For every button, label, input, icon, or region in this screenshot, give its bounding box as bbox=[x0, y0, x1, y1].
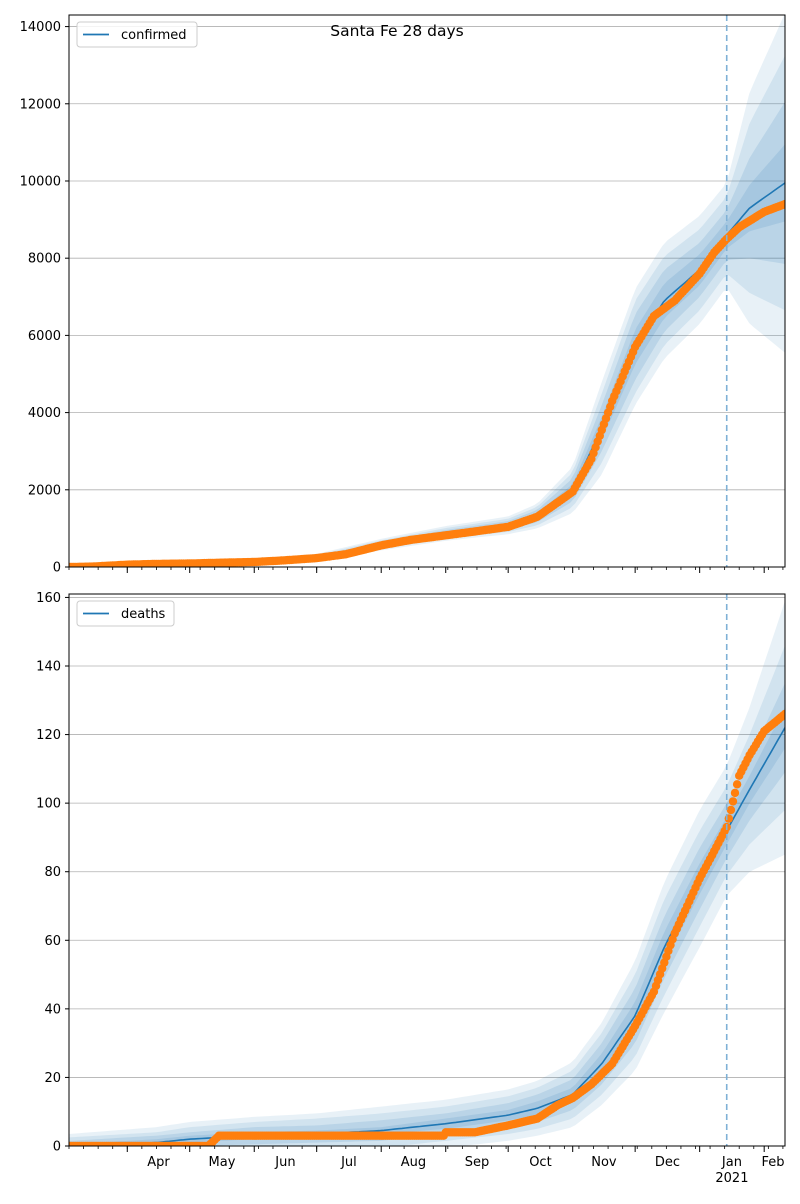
deaths-observed-point bbox=[726, 805, 736, 815]
deaths-observed-points bbox=[69, 709, 785, 1146]
confirmed-ytick-label: 14000 bbox=[20, 20, 61, 35]
xtick-label: Nov bbox=[591, 1155, 617, 1170]
confirmed-axes-frame bbox=[68, 14, 786, 568]
xtick-label: Sep bbox=[465, 1155, 490, 1170]
deaths-observed-point bbox=[730, 788, 740, 798]
confirmed-ytick-label: 4000 bbox=[28, 406, 61, 421]
deaths-ytick-label: 20 bbox=[44, 1071, 61, 1086]
deaths-panel: 0 20 40 60 80 100 120 140 160 Apr May Jun Jul Aug Sep O… bbox=[36, 591, 786, 1186]
xtick-label: Aug bbox=[401, 1155, 426, 1170]
deaths-observed-point bbox=[780, 709, 785, 719]
xtick-label: Oct bbox=[529, 1155, 551, 1170]
deaths-legend-label: deaths bbox=[121, 607, 166, 622]
deaths-ytick-label: 60 bbox=[44, 934, 61, 949]
xtick-label: Jul bbox=[340, 1155, 357, 1170]
confirmed-panel: 0 2000 4000 6000 8000 10000 12000 14000 confirme… bbox=[20, 14, 786, 576]
deaths-ytick-label: 120 bbox=[36, 728, 61, 743]
xtick-label: Dec bbox=[655, 1155, 680, 1170]
year-label: 2021 bbox=[715, 1171, 748, 1186]
confirmed-observed-points bbox=[69, 199, 785, 567]
confirmed-observed-point bbox=[780, 199, 785, 209]
confirmed-band-3 bbox=[69, 55, 785, 567]
deaths-ytick-label: 0 bbox=[53, 1140, 61, 1155]
confirmed-ytick-label: 6000 bbox=[28, 329, 61, 344]
deaths-observed-point bbox=[728, 797, 738, 806]
confirmed-ytick-label: 8000 bbox=[28, 252, 61, 267]
deaths-ytick-label: 40 bbox=[44, 1002, 61, 1017]
xtick-label: Jun bbox=[274, 1155, 295, 1170]
deaths-legend-box bbox=[76, 600, 175, 627]
confirmed-ytick-label: 12000 bbox=[20, 97, 61, 112]
deaths-ytick-label: 160 bbox=[36, 591, 61, 606]
xtick-label: Feb bbox=[761, 1155, 784, 1170]
confirmed-band-4 bbox=[69, 15, 785, 567]
confirmed-band-1 bbox=[69, 144, 785, 567]
confirmed-grid bbox=[69, 26, 785, 568]
xtick-label: Jan bbox=[721, 1155, 742, 1170]
deaths-ytick-label: 140 bbox=[36, 660, 61, 675]
confirmed-legend-box bbox=[76, 21, 198, 48]
deaths-ytick-label: 80 bbox=[44, 865, 61, 880]
deaths-observed-point bbox=[732, 780, 742, 789]
xtick-label: May bbox=[209, 1155, 236, 1170]
confirmed-legend-label: confirmed bbox=[121, 28, 187, 43]
confirmed-ytick-label: 2000 bbox=[28, 483, 61, 498]
deaths-axes-frame bbox=[68, 593, 786, 1147]
confirmed-ytick-label: 0 bbox=[53, 561, 61, 576]
confirmed-ytick-label: 10000 bbox=[20, 174, 61, 189]
xtick-label: Apr bbox=[147, 1155, 170, 1170]
confirmed-legend: confirmed bbox=[76, 21, 198, 48]
deaths-observed-point bbox=[724, 814, 733, 823]
deaths-legend: deaths bbox=[76, 600, 175, 627]
deaths-ytick-label: 100 bbox=[36, 797, 61, 812]
deaths-model-line bbox=[69, 727, 785, 1146]
chart-title: Santa Fe 28 days bbox=[330, 22, 463, 40]
